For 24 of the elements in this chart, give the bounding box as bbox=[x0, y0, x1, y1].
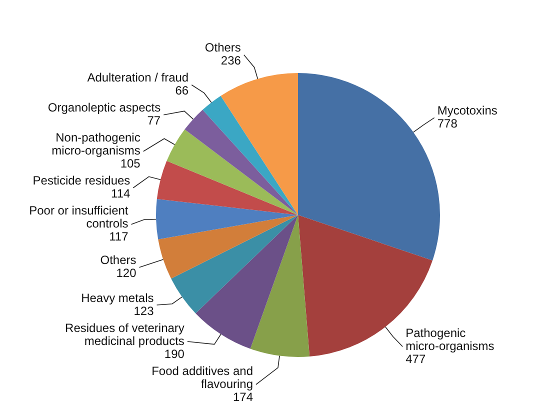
slice-label: Food additives and flavouring bbox=[152, 364, 253, 391]
slice-label: Residues of veterinary medicinal products bbox=[65, 320, 184, 348]
slice-label: Heavy metals bbox=[81, 290, 154, 305]
data-label: 190 bbox=[164, 346, 185, 361]
data-label: 236 bbox=[220, 54, 242, 68]
slice-label: Non-pathogenic micro-organisms bbox=[52, 130, 140, 158]
slice-label: Pesticide residues bbox=[32, 174, 130, 188]
slice-label: Organoleptic aspects bbox=[48, 100, 161, 115]
data-label: 77 bbox=[147, 114, 161, 128]
slice-label: Poor or insufficient controls bbox=[29, 204, 129, 231]
data-label: 105 bbox=[120, 156, 141, 171]
slice-label: Adulteration / fraud bbox=[87, 70, 189, 85]
data-label: 117 bbox=[109, 230, 129, 244]
data-label: 477 bbox=[406, 352, 426, 366]
slice-label: Mycotoxins bbox=[437, 103, 498, 118]
data-label: 778 bbox=[437, 116, 458, 130]
data-label: 66 bbox=[175, 84, 189, 98]
data-label: 120 bbox=[116, 266, 137, 280]
slice-label: Pathogenic micro-organisms bbox=[406, 326, 494, 353]
slice-label: Others bbox=[204, 40, 241, 55]
data-label: 174 bbox=[232, 390, 254, 404]
data-label: 114 bbox=[111, 186, 130, 201]
data-label: 123 bbox=[134, 304, 154, 318]
slice-label: Others bbox=[100, 253, 136, 268]
